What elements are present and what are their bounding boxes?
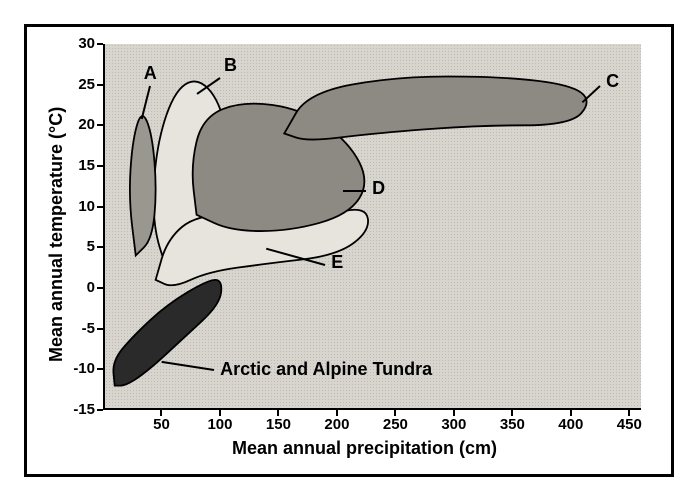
x-tick <box>277 410 279 416</box>
x-tick-label: 350 <box>492 416 532 433</box>
x-tick-label: 200 <box>317 416 357 433</box>
y-tick-label: 5 <box>55 238 95 255</box>
y-tick-label: 25 <box>55 76 95 93</box>
y-tick <box>97 206 103 208</box>
x-tick <box>453 410 455 416</box>
x-tick-label: 400 <box>551 416 591 433</box>
callout-D: D <box>372 178 385 199</box>
y-tick <box>97 328 103 330</box>
y-tick-label: -10 <box>55 360 95 377</box>
y-tick <box>97 84 103 86</box>
y-tick-label: -5 <box>55 320 95 337</box>
x-tick-label: 250 <box>375 416 415 433</box>
x-axis-label: Mean annual precipitation (cm) <box>232 438 497 459</box>
region-a <box>130 116 156 255</box>
x-tick <box>219 410 221 416</box>
x-tick <box>394 410 396 416</box>
x-tick <box>336 410 338 416</box>
x-tick-label: 150 <box>258 416 298 433</box>
y-tick-label: -15 <box>55 401 95 418</box>
y-tick <box>97 43 103 45</box>
x-tick <box>628 410 630 416</box>
callout-A: A <box>144 63 157 84</box>
callout-B: B <box>224 55 237 76</box>
x-tick-label: 50 <box>141 416 181 433</box>
y-tick <box>97 124 103 126</box>
y-tick-label: 10 <box>55 198 95 215</box>
region-c <box>284 77 586 140</box>
regions-svg <box>103 44 641 410</box>
y-tick <box>97 287 103 289</box>
callout-E: E <box>331 252 343 273</box>
x-tick <box>511 410 513 416</box>
plot-area <box>103 44 641 410</box>
x-tick-label: 100 <box>200 416 240 433</box>
y-tick <box>97 409 103 411</box>
x-tick-label: 300 <box>434 416 474 433</box>
y-tick <box>97 165 103 167</box>
x-tick <box>570 410 572 416</box>
callout-tundra: Arctic and Alpine Tundra <box>220 359 432 380</box>
x-tick <box>160 410 162 416</box>
y-tick-label: 15 <box>55 157 95 174</box>
callout-C: C <box>606 71 619 92</box>
y-tick-label: 0 <box>55 279 95 296</box>
y-tick <box>97 368 103 370</box>
y-tick <box>97 246 103 248</box>
x-tick-label: 450 <box>609 416 649 433</box>
biome-chart: Mean annual precipitation (cm) Mean annu… <box>0 0 698 501</box>
y-tick-label: 20 <box>55 116 95 133</box>
y-tick-label: 30 <box>55 35 95 52</box>
